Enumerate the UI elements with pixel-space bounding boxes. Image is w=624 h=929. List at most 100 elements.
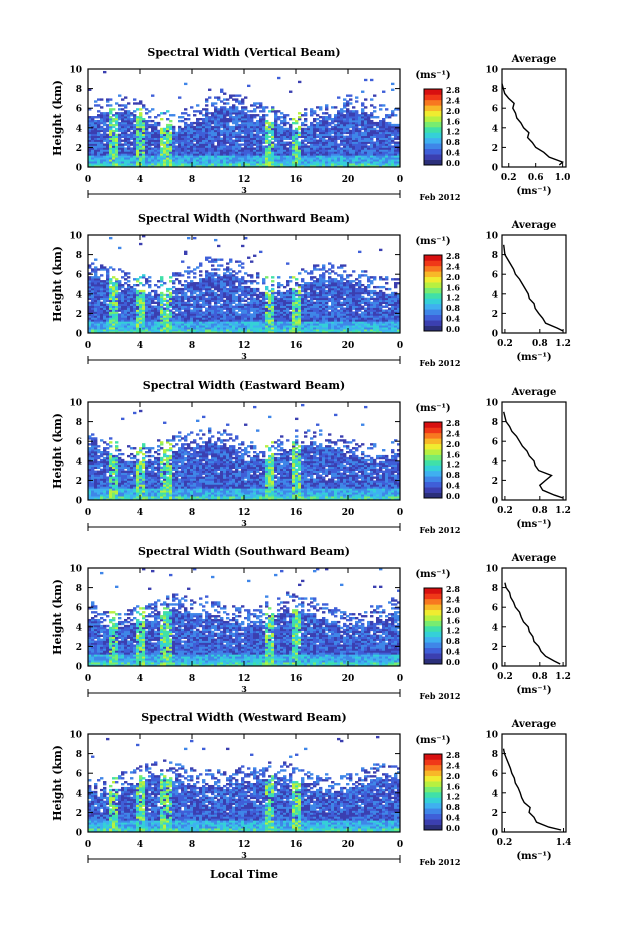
heatmap-cell xyxy=(115,291,119,295)
heatmap-cell xyxy=(352,127,356,131)
heatmap-cell xyxy=(379,129,383,133)
heatmap-cell xyxy=(262,327,266,330)
heatmap-cell xyxy=(313,307,317,310)
heatmap-cell xyxy=(391,159,395,162)
colorbar-units: (ms⁻¹) xyxy=(415,70,450,81)
heatmap-cell xyxy=(277,135,281,138)
heatmap-cell xyxy=(340,151,344,154)
heatmap-cell xyxy=(208,96,212,99)
heatmap-cell xyxy=(322,149,326,152)
heatmap-cell xyxy=(193,295,197,299)
heatmap-cell xyxy=(160,291,164,295)
heatmap-cell xyxy=(97,104,101,107)
heatmap-cell xyxy=(283,153,287,156)
heatmap-cell xyxy=(178,143,182,146)
heatmap-cell xyxy=(223,327,227,330)
x-tick-label: 0 xyxy=(85,175,91,185)
heatmap-cell xyxy=(175,289,179,293)
heatmap-cell xyxy=(361,143,365,146)
heatmap-cell xyxy=(241,325,245,328)
heatmap-cell xyxy=(352,110,356,113)
heatmap-cell xyxy=(322,147,326,150)
heatmap-cell xyxy=(232,145,236,148)
heatmap-cell xyxy=(319,301,323,304)
heatmap-cell xyxy=(97,291,101,295)
heatmap-cell xyxy=(157,295,161,299)
heatmap-cell xyxy=(283,114,287,117)
heatmap-cell xyxy=(307,305,311,308)
heatmap-cell xyxy=(142,149,146,152)
heatmap-cell xyxy=(310,321,314,324)
heatmap-cell xyxy=(202,119,206,123)
heatmap-cell xyxy=(187,159,191,162)
heatmap-cell xyxy=(160,280,164,283)
heatmap-cell xyxy=(214,102,218,105)
heatmap-cell xyxy=(295,278,299,281)
heatmap-cell xyxy=(229,106,233,109)
heatmap-cell xyxy=(247,135,251,138)
heatmap-cell xyxy=(88,313,92,316)
heatmap-cell xyxy=(112,311,116,314)
heatmap-cell xyxy=(256,309,260,312)
heatmap-cell xyxy=(172,139,176,142)
heatmap-cell xyxy=(280,147,284,150)
heatmap-cell xyxy=(304,321,308,324)
heatmap-cell xyxy=(319,121,323,125)
heatmap-cell xyxy=(187,313,191,316)
heatmap-cell xyxy=(256,155,260,158)
heatmap-cell xyxy=(277,313,281,316)
heatmap-cell xyxy=(250,114,254,117)
heatmap-cell xyxy=(97,143,101,146)
heatmap-cell xyxy=(157,329,161,332)
heatmap-cell xyxy=(361,153,365,156)
heatmap-cell xyxy=(166,301,170,304)
heatmap-cell xyxy=(301,299,305,303)
heatmap-cell xyxy=(292,151,296,154)
heatmap-cell xyxy=(169,127,173,131)
heatmap-cell xyxy=(253,327,257,330)
panel-title: Spectral Width (Northward Beam) xyxy=(138,212,350,225)
heatmap-cell xyxy=(187,114,191,117)
heatmap-cell xyxy=(271,131,275,135)
heatmap-cell xyxy=(208,309,212,312)
heatmap-cell xyxy=(247,313,251,316)
heatmap-cell xyxy=(136,133,140,137)
heatmap-cell xyxy=(214,155,218,158)
heatmap-cell xyxy=(232,274,236,277)
heatmap-cell xyxy=(274,161,278,164)
heatmap-cell xyxy=(124,116,128,119)
heatmap-cell xyxy=(157,299,161,303)
heatmap-cell xyxy=(259,331,263,334)
heatmap-cell xyxy=(286,305,290,308)
heatmap-cell xyxy=(199,313,203,316)
x-tick-label: 8 xyxy=(189,175,195,185)
heatmap-cell xyxy=(193,309,197,312)
heatmap-cell xyxy=(295,155,299,158)
heatmap-cell xyxy=(142,127,146,131)
heatmap-cell xyxy=(160,159,164,162)
heatmap-cell xyxy=(217,96,221,99)
heatmap-cell xyxy=(223,289,227,293)
heatmap-cell xyxy=(256,153,260,156)
heatmap-cell xyxy=(94,121,98,125)
heatmap-cell xyxy=(307,303,311,306)
heatmap-cell xyxy=(328,163,332,166)
heatmap-cell xyxy=(145,159,149,162)
heatmap-cell xyxy=(211,119,215,123)
heatmap-cell xyxy=(223,331,227,334)
heatmap-cell xyxy=(280,331,284,334)
heatmap-cell xyxy=(184,287,188,291)
heatmap-cell xyxy=(139,282,143,285)
heatmap-cell xyxy=(199,309,203,312)
colorbar-swatch xyxy=(424,154,442,160)
heatmap-cell xyxy=(370,143,374,146)
heatmap-cell xyxy=(253,104,257,107)
heatmap-cell xyxy=(226,274,230,277)
heatmap-cell xyxy=(244,311,248,314)
heatmap-cell xyxy=(304,143,308,146)
heatmap-cell xyxy=(202,159,206,162)
heatmap-cell xyxy=(292,323,296,326)
heatmap-cell xyxy=(163,317,167,320)
heatmap-cell xyxy=(172,319,176,322)
heatmap-cell xyxy=(292,121,296,125)
